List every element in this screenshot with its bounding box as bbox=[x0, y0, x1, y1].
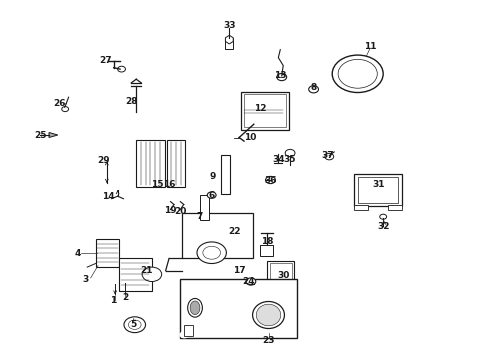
Text: 22: 22 bbox=[228, 227, 241, 236]
Text: 24: 24 bbox=[243, 277, 255, 286]
Circle shape bbox=[124, 317, 146, 333]
Text: 7: 7 bbox=[196, 212, 203, 221]
Text: 15: 15 bbox=[151, 180, 164, 189]
Bar bbox=[182, 213, 253, 258]
Text: 35: 35 bbox=[284, 154, 296, 163]
Bar bbox=[267, 261, 294, 281]
Bar bbox=[241, 92, 289, 130]
Text: 18: 18 bbox=[261, 237, 273, 246]
Bar bbox=[260, 245, 273, 256]
Circle shape bbox=[338, 59, 377, 88]
Text: 17: 17 bbox=[233, 266, 245, 275]
Text: 14: 14 bbox=[102, 192, 115, 201]
Circle shape bbox=[207, 192, 216, 198]
Bar bbox=[270, 263, 292, 279]
Text: 10: 10 bbox=[244, 133, 256, 142]
Text: 19: 19 bbox=[164, 206, 177, 215]
Bar bbox=[244, 94, 286, 127]
Text: 25: 25 bbox=[34, 130, 47, 139]
Text: 33: 33 bbox=[223, 21, 236, 30]
Circle shape bbox=[266, 176, 275, 184]
Text: 32: 32 bbox=[377, 222, 390, 231]
Text: 29: 29 bbox=[98, 156, 110, 165]
Text: 16: 16 bbox=[163, 180, 175, 189]
Text: 36: 36 bbox=[264, 176, 277, 185]
Circle shape bbox=[332, 55, 383, 93]
Bar bbox=[96, 239, 119, 267]
Circle shape bbox=[325, 153, 334, 160]
Text: 31: 31 bbox=[372, 180, 385, 189]
Bar bbox=[354, 174, 402, 206]
Ellipse shape bbox=[188, 298, 202, 317]
Bar bbox=[119, 258, 152, 291]
Ellipse shape bbox=[190, 301, 200, 315]
Text: 27: 27 bbox=[99, 56, 112, 65]
Polygon shape bbox=[225, 35, 233, 44]
Text: 30: 30 bbox=[277, 271, 290, 280]
Circle shape bbox=[246, 278, 256, 285]
Bar bbox=[358, 177, 398, 203]
Bar bbox=[225, 38, 233, 49]
Circle shape bbox=[285, 149, 295, 157]
Text: 21: 21 bbox=[140, 266, 152, 275]
Text: 28: 28 bbox=[125, 97, 138, 106]
Bar bbox=[180, 279, 297, 338]
Text: 8: 8 bbox=[311, 83, 317, 91]
Circle shape bbox=[142, 267, 162, 282]
Text: 11: 11 bbox=[364, 41, 376, 50]
Text: 5: 5 bbox=[130, 320, 136, 329]
Circle shape bbox=[380, 214, 387, 219]
Circle shape bbox=[62, 107, 69, 112]
Bar bbox=[136, 140, 165, 187]
Bar bbox=[200, 195, 209, 220]
Text: 3: 3 bbox=[83, 274, 89, 284]
Text: 12: 12 bbox=[254, 104, 267, 113]
Bar bbox=[184, 325, 193, 336]
Circle shape bbox=[277, 73, 287, 81]
Text: 34: 34 bbox=[272, 154, 285, 163]
Text: 9: 9 bbox=[210, 172, 217, 181]
Text: 26: 26 bbox=[53, 99, 66, 108]
Text: 23: 23 bbox=[262, 336, 275, 345]
Text: 1: 1 bbox=[110, 296, 116, 305]
Circle shape bbox=[118, 66, 125, 72]
Polygon shape bbox=[49, 132, 58, 138]
Bar bbox=[354, 205, 368, 210]
Circle shape bbox=[309, 86, 318, 93]
Ellipse shape bbox=[256, 304, 281, 326]
Text: 2: 2 bbox=[122, 292, 128, 302]
Text: 20: 20 bbox=[174, 207, 187, 216]
Circle shape bbox=[179, 331, 189, 338]
Circle shape bbox=[197, 242, 226, 264]
Ellipse shape bbox=[253, 302, 284, 328]
Text: 4: 4 bbox=[74, 249, 81, 258]
Text: 13: 13 bbox=[274, 71, 287, 80]
Bar bbox=[388, 205, 402, 210]
Text: 37: 37 bbox=[321, 151, 334, 160]
Circle shape bbox=[203, 246, 220, 259]
Bar bbox=[167, 140, 185, 187]
Circle shape bbox=[128, 320, 141, 329]
Text: 6: 6 bbox=[209, 191, 215, 199]
Bar bbox=[220, 155, 230, 194]
